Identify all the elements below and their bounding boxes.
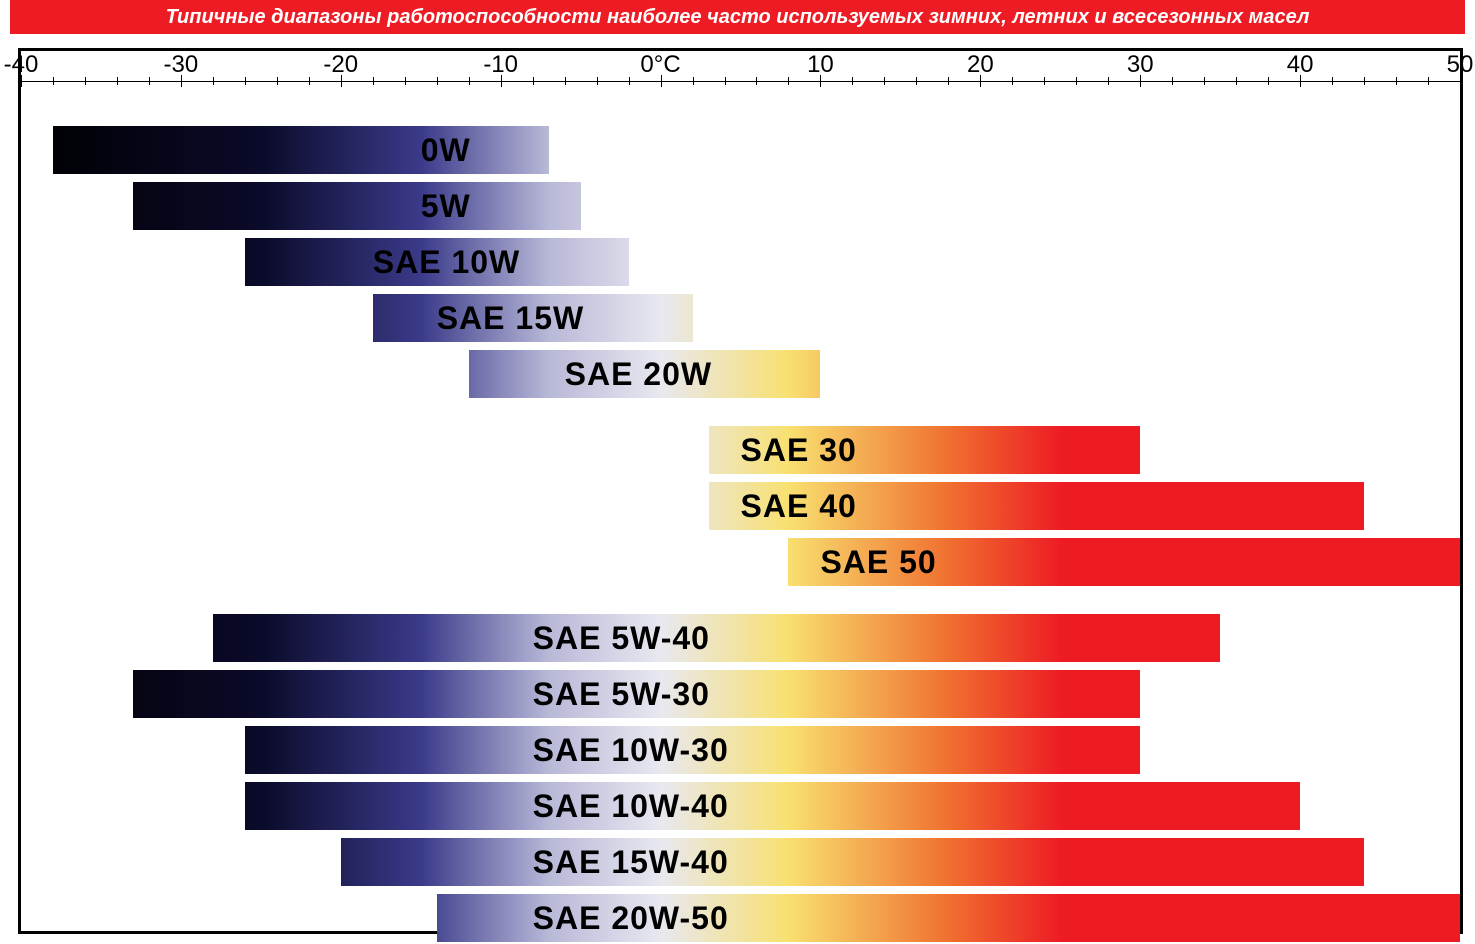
oil-grade-label: SAE 20W: [565, 350, 712, 398]
oil-grade-label: SAE 10W: [373, 238, 520, 286]
x-tick-minor: [1172, 77, 1173, 85]
x-tick-minor: [149, 77, 150, 85]
x-tick-minor: [1268, 77, 1269, 85]
oil-grade-label: SAE 30: [741, 426, 857, 474]
bar-row: 0W: [21, 126, 1460, 174]
x-tick-minor: [565, 77, 566, 85]
oil-grade-label: SAE 40: [741, 482, 857, 530]
x-tick-minor: [309, 77, 310, 85]
x-tick-minor: [1236, 77, 1237, 85]
bar-row: SAE 10W-40: [21, 782, 1460, 830]
oil-grade-label: SAE 10W-40: [533, 782, 729, 830]
x-tick-minor: [373, 77, 374, 85]
bar-row: SAE 5W-40: [21, 614, 1460, 662]
x-tick-minor: [916, 77, 917, 85]
x-tick-minor: [1012, 77, 1013, 85]
x-tick-minor: [405, 77, 406, 85]
x-tick-minor: [597, 77, 598, 85]
oil-grade-label: SAE 5W-40: [533, 614, 710, 662]
x-tick-minor: [1204, 77, 1205, 85]
x-tick-minor: [725, 77, 726, 85]
bar-row: 5W: [21, 182, 1460, 230]
bar-row: SAE 15W: [21, 294, 1460, 342]
oil-grade-label: SAE 10W-30: [533, 726, 729, 774]
oil-range-bar: [341, 838, 1364, 886]
oil-grade-label: 0W: [421, 126, 471, 174]
bar-row: SAE 15W-40: [21, 838, 1460, 886]
bar-row: SAE 10W-30: [21, 726, 1460, 774]
x-tick-minor: [437, 77, 438, 85]
x-tick-label: 0°C: [640, 51, 680, 79]
x-tick-minor: [1108, 77, 1109, 85]
x-tick-minor: [1332, 77, 1333, 85]
x-tick-label: 20: [967, 51, 994, 79]
bar-row: SAE 30: [21, 426, 1460, 474]
x-tick-minor: [533, 77, 534, 85]
x-tick-label: 10: [807, 51, 834, 79]
x-tick-label: 40: [1287, 51, 1314, 79]
bar-row: SAE 40: [21, 482, 1460, 530]
x-tick-minor: [1044, 77, 1045, 85]
x-tick-minor: [629, 77, 630, 85]
oil-grade-label: SAE 5W-30: [533, 670, 710, 718]
x-tick-label: -40: [4, 51, 39, 79]
oil-grade-label: SAE 15W: [437, 294, 584, 342]
x-tick-label: -10: [483, 51, 518, 79]
bar-row: SAE 5W-30: [21, 670, 1460, 718]
x-tick-label: -30: [164, 51, 199, 79]
chart-frame: -40-30-20-100°C1020304050 0W5WSAE 10WSAE…: [18, 48, 1463, 934]
x-tick-minor: [245, 77, 246, 85]
oil-range-bar: [133, 182, 581, 230]
x-tick-minor: [948, 77, 949, 85]
x-tick-label: 30: [1127, 51, 1154, 79]
oil-range-bar: [53, 126, 549, 174]
x-tick-minor: [693, 77, 694, 85]
bar-row: SAE 20W: [21, 350, 1460, 398]
x-tick-label: -20: [323, 51, 358, 79]
oil-grade-label: 5W: [421, 182, 471, 230]
x-tick-minor: [1396, 77, 1397, 85]
chart-title: Типичные диапазоны работоспособности наи…: [10, 0, 1465, 34]
x-tick-minor: [117, 77, 118, 85]
x-axis-line: [21, 81, 1460, 82]
x-tick-label: 50: [1447, 51, 1474, 79]
x-tick-minor: [1076, 77, 1077, 85]
plot-area: 0W 5W SAE 10W SAE 15W SAE 20W SAE 30 SAE 40 SAE…: [21, 106, 1460, 931]
bar-row: SAE 10W: [21, 238, 1460, 286]
x-tick-minor: [469, 77, 470, 85]
x-tick-minor: [884, 77, 885, 85]
oil-grade-label: SAE 50: [820, 538, 936, 586]
x-tick-minor: [788, 77, 789, 85]
x-tick-minor: [1364, 77, 1365, 85]
x-tick-minor: [213, 77, 214, 85]
oil-grade-label: SAE 15W-40: [533, 838, 729, 886]
x-tick-minor: [85, 77, 86, 85]
bar-row: SAE 50: [21, 538, 1460, 586]
chart-container: Типичные диапазоны работоспособности наи…: [0, 0, 1475, 944]
x-tick-minor: [53, 77, 54, 85]
bar-row: SAE 20W-50: [21, 894, 1460, 942]
x-tick-minor: [756, 77, 757, 85]
oil-range-bar: [245, 782, 1300, 830]
oil-grade-label: SAE 20W-50: [533, 894, 729, 942]
x-tick-minor: [277, 77, 278, 85]
x-tick-minor: [852, 77, 853, 85]
oil-range-bar: [213, 614, 1220, 662]
x-tick-minor: [1428, 77, 1429, 85]
